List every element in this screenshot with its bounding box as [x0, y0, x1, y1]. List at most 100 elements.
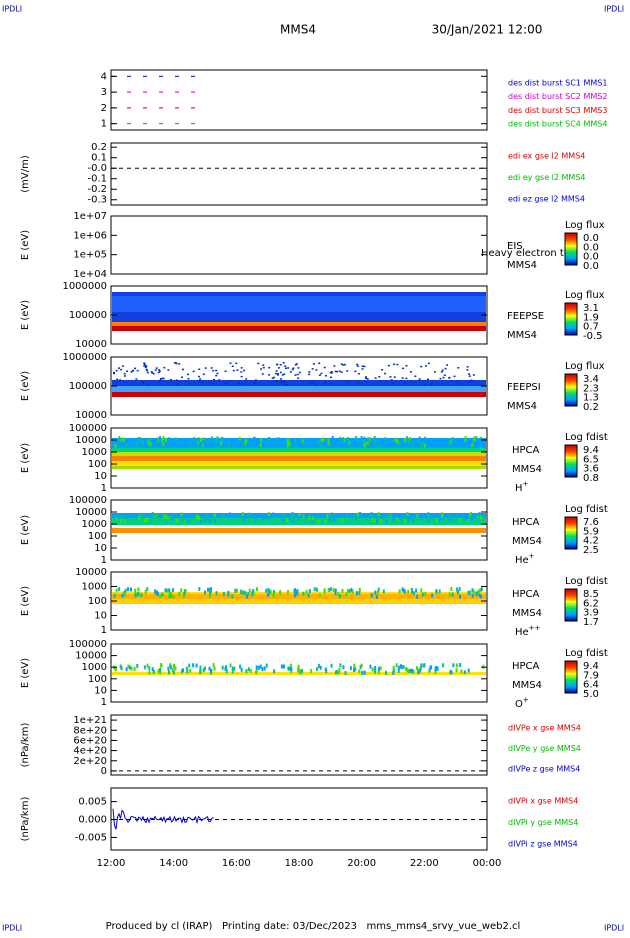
y-tick-label: 10000 [75, 339, 107, 350]
instrument-label: FEEPSI [507, 382, 541, 393]
spectrogram-pixel [234, 440, 237, 445]
spectrogram-pixel [449, 669, 452, 674]
spectrogram-pixel [142, 382, 145, 384]
y-tick-label: 2 [101, 103, 107, 114]
spectrogram-pixel [368, 437, 371, 442]
spectrogram-pixel [221, 443, 224, 448]
colorbar-title: Log fdist [565, 576, 608, 587]
y-tick-label: 1 [101, 625, 107, 636]
spectrogram-pixel [339, 594, 342, 599]
y-tick-label: 1 [101, 555, 107, 566]
spectrogram-pixel [416, 666, 419, 671]
colorbar [564, 444, 578, 478]
spectrogram-pixel [468, 375, 471, 377]
y-tick-label: 1000000 [62, 281, 107, 292]
spectrogram-pixel [229, 663, 232, 668]
spectrogram-pixel [221, 437, 224, 442]
y-axis-label: E (eV) [20, 515, 31, 545]
spectrogram-pixel [475, 592, 478, 597]
spectrogram-pixel [281, 381, 284, 383]
spectrogram-pixel [259, 442, 262, 447]
spectrogram-pixel [439, 441, 442, 446]
spectrogram-pixel [340, 371, 343, 373]
spectrogram-pixel [282, 362, 285, 364]
spectrogram-pixel [239, 664, 242, 669]
spectrogram-pixel [424, 591, 427, 596]
spectrogram-band [112, 322, 486, 326]
spectrogram-pixel [312, 363, 315, 365]
spectrogram-pixel [368, 512, 371, 517]
spectrogram-band [112, 448, 486, 455]
x-tick-label: 14:00 [159, 858, 188, 869]
spectrogram-pixel [202, 437, 205, 442]
spectrogram-pixel [466, 369, 469, 371]
spectrogram-pixel [247, 512, 250, 517]
spectrogram-pixel [406, 514, 409, 519]
spectrogram-pixel [371, 518, 374, 523]
y-tick-label: 10 [94, 611, 107, 622]
spectrogram-pixel [145, 365, 148, 367]
spectrogram-pixel [318, 440, 321, 445]
spectrogram-pixel [334, 370, 337, 373]
panel: 1000000 100000 10000 E (eV) FEEPSI MMS4 Log fl… [20, 352, 605, 421]
spectrogram-pixel [299, 670, 302, 675]
colorbar-tick-label: 9.4 [583, 445, 599, 456]
spectrogram-pixel [123, 516, 126, 521]
spectrogram-pixel [461, 513, 464, 518]
spectrogram-pixel [339, 436, 342, 441]
x-tick-label: 20:00 [347, 858, 376, 869]
spectrogram-pixel [143, 363, 146, 366]
spectrogram-pixel [222, 513, 225, 518]
spectrogram-pixel [137, 587, 140, 592]
spectrogram-pixel [409, 371, 412, 373]
spectrogram-pixel [356, 365, 359, 367]
spectrogram-pixel [320, 438, 323, 443]
spectrogram-pixel [405, 365, 408, 367]
spectrogram-pixel [206, 516, 209, 521]
spectrogram-pixel [169, 665, 172, 670]
spectrogram-pixel [420, 516, 423, 521]
spectrogram-pixel [453, 519, 456, 524]
spectrogram-pixel [118, 436, 121, 441]
spectrogram-pixel [159, 667, 162, 672]
spectrogram-pixel [363, 440, 366, 445]
spectrogram-pixel [204, 367, 207, 369]
spectrogram-pixel [385, 515, 388, 520]
spectrogram-pixel [254, 518, 257, 523]
spectrogram-pixel [127, 664, 130, 669]
y-tick-label: -0.3 [87, 195, 107, 206]
spectrogram-pixel [268, 374, 271, 376]
spectrogram-pixel [148, 666, 151, 671]
spectrogram-pixel [228, 379, 231, 382]
y-tick-label: 100 [88, 596, 107, 607]
spectrogram-pixel [276, 437, 279, 442]
y-tick-label: 2e+20 [73, 756, 107, 767]
spectrogram-pixel [276, 374, 279, 376]
legend-entry: dIVPi y gse MMS4 [508, 818, 578, 827]
spectrogram-pixel [351, 519, 354, 524]
spectrogram-pixel [134, 593, 137, 598]
spectrogram-pixel [247, 591, 250, 596]
spectrogram-pixel [221, 665, 224, 670]
spectrogram-pixel [172, 594, 175, 599]
spectrogram-pixel [252, 382, 255, 384]
spectrogram-pixel [229, 362, 232, 364]
colorbar-title: Log fdist [565, 504, 608, 515]
spectrogram-pixel [374, 590, 377, 595]
spectrogram-pixel [345, 592, 348, 597]
spectrogram-pixel [471, 593, 474, 598]
spectrogram-pixel [202, 373, 205, 375]
y-tick-label: 100 [88, 674, 107, 685]
spectrogram-pixel [323, 382, 326, 384]
spectrogram-pixel [128, 442, 131, 447]
spectrogram-pixel [240, 375, 243, 378]
spectrogram-pixel [345, 513, 348, 518]
charge: + [529, 552, 535, 560]
spectrogram-pixel [363, 436, 366, 441]
spectrogram-pixel [423, 443, 426, 448]
spectrogram-pixel [422, 441, 425, 446]
spectrogram-band [112, 392, 486, 397]
colorbar-tick-label: 9.4 [583, 661, 599, 672]
y-axis-label: E (eV) [20, 371, 31, 401]
